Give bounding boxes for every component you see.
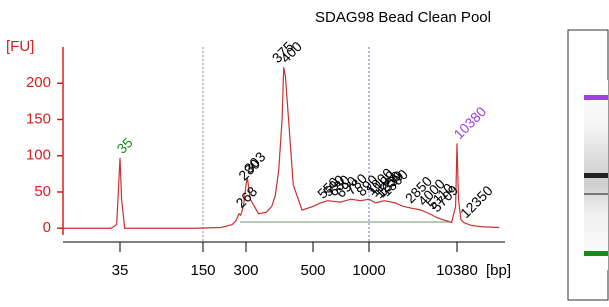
y-tick-label: 100 [26,147,51,164]
chart-title: SDAG98 Bead Clean Pool [315,9,491,26]
gel-band [584,95,608,100]
y-tick-label: 150 [26,110,51,127]
x-tick-label: 300 [233,262,258,279]
gel-band [584,193,608,195]
electropherogram: SDAG98 Bead Clean Pool [FU] [bp] 0 50 100 1… [0,0,609,307]
background [0,0,609,307]
gel-band [584,251,608,256]
x-axis-label: [bp] [486,262,511,279]
y-axis-label: [FU] [6,38,34,55]
gel-band [584,173,608,178]
gel-lane [568,30,608,300]
x-tick-label: 150 [190,262,215,279]
x-tick-label: 35 [112,262,129,279]
y-tick-label: 200 [26,74,51,91]
x-tick-label: 10380 [436,262,478,279]
y-tick-label: 0 [43,219,51,236]
x-tick-label: 500 [300,262,325,279]
x-tick-label: 1000 [352,262,385,279]
y-tick-label: 50 [34,183,51,200]
